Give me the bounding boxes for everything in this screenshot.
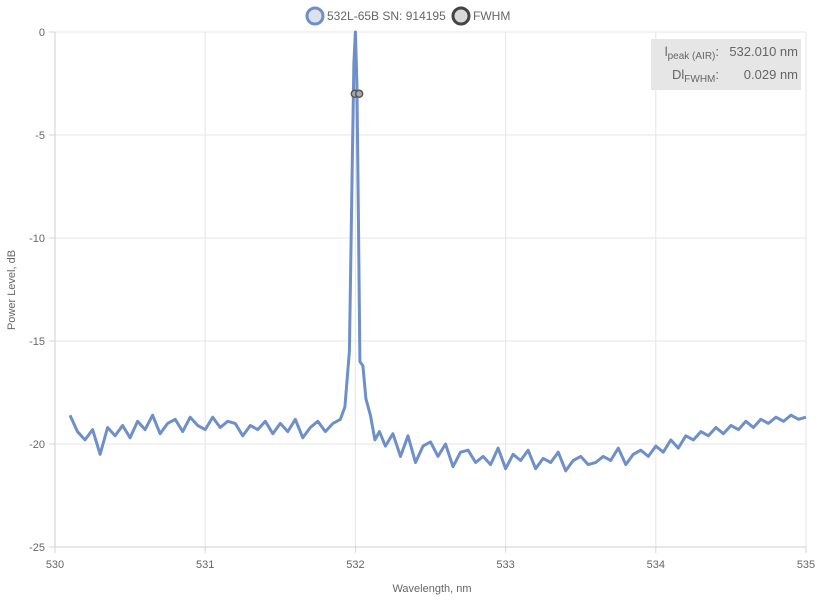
fwhm-row: DlFWHM: 0.029 nm <box>651 67 801 87</box>
grid <box>54 31 807 548</box>
fwhm-label: DlFWHM: <box>671 67 719 85</box>
legend-swatch-spectrum[interactable] <box>305 6 325 26</box>
y-tick-label: -10 <box>29 233 45 245</box>
fwhm-symbol: Dl <box>671 67 685 82</box>
x-tick-label: 531 <box>196 559 214 571</box>
peak-label: lpeak (AIR): <box>664 44 719 62</box>
x-axis-title: Wavelength, nm <box>392 583 471 595</box>
fwhm-value: 0.029 nm <box>743 67 798 82</box>
y-tick-label: -5 <box>35 130 45 142</box>
peak-subscript: peak (AIR) <box>667 51 716 62</box>
x-tick-label: 530 <box>46 559 64 571</box>
y-tick-label: -20 <box>29 439 45 451</box>
y-tick-label: -25 <box>29 542 45 554</box>
x-tick-label: 535 <box>797 559 815 571</box>
peak-symbol: l <box>664 44 668 59</box>
legend: 532L-65B SN: 914195 FWHM <box>305 6 510 26</box>
series-layer <box>68 30 807 473</box>
spectrum-line <box>68 30 807 473</box>
peak-value: 532.010 nm <box>729 44 798 59</box>
legend-label-fwhm[interactable]: FWHM <box>473 9 510 23</box>
x-tick-label: 534 <box>647 559 665 571</box>
fwhm-subscript: FWHM <box>684 74 716 85</box>
x-tick-label: 533 <box>496 559 514 571</box>
fwhm-markers <box>350 89 364 99</box>
x-tick-label: 532 <box>346 559 364 571</box>
y-tick-label: 0 <box>39 27 45 39</box>
peak-row: lpeak (AIR): 532.010 nm <box>651 44 801 64</box>
axes: 530 531 532 533 534 535 0 -5 -10 -15 -20 -25 <box>29 27 815 571</box>
y-axis-title: Power Level, dB <box>6 250 18 330</box>
legend-swatch-fwhm[interactable] <box>451 6 471 26</box>
legend-label-spectrum[interactable]: 532L-65B SN: 914195 <box>327 9 446 23</box>
y-tick-label: -15 <box>29 336 45 348</box>
peak-info-box: lpeak (AIR): 532.010 nm DlFWHM: 0.029 nm <box>651 39 801 90</box>
fwhm-point <box>354 89 364 99</box>
